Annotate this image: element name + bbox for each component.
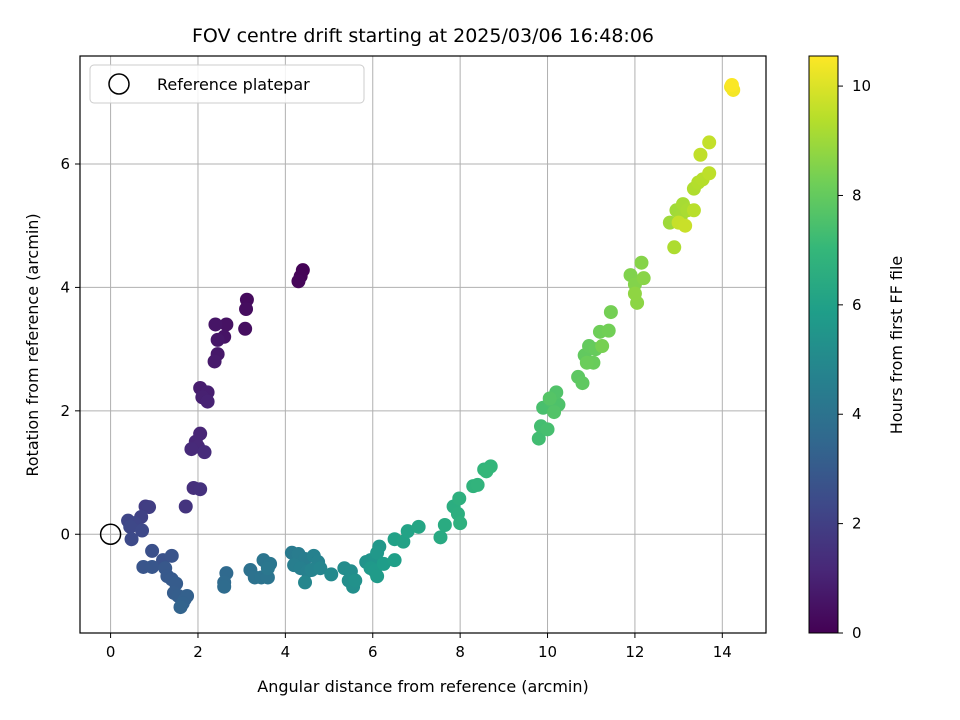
- data-point: [123, 519, 138, 534]
- colorbar: 0 2 4 6 8 10 Hours from first FF file: [808, 55, 906, 642]
- data-point: [470, 477, 485, 492]
- data-point: [667, 240, 682, 255]
- data-point: [217, 579, 232, 594]
- data-point: [313, 561, 328, 576]
- data-point: [702, 166, 717, 181]
- data-point: [208, 317, 223, 332]
- data-point: [627, 286, 642, 301]
- plot-frame: [79, 55, 767, 634]
- y-tick-label: 6: [60, 155, 70, 173]
- data-point: [210, 332, 225, 347]
- colorbar-tick-label: 4: [852, 405, 862, 423]
- data-point: [178, 499, 193, 514]
- data-point: [601, 323, 616, 338]
- data-point: [291, 274, 306, 289]
- data-point: [702, 135, 717, 150]
- data-point: [184, 442, 199, 457]
- data-point: [724, 78, 739, 93]
- x-tick-label: 4: [281, 643, 291, 661]
- colorbar-tick-label: 6: [852, 296, 862, 314]
- y-tick-label: 4: [60, 278, 70, 296]
- legend-entry-label: Reference platepar: [157, 75, 310, 94]
- colorbar-gradient: [808, 55, 839, 634]
- reference-marker: [99, 523, 122, 546]
- data-point: [124, 532, 139, 547]
- data-point: [437, 518, 452, 533]
- y-axis-label: Rotation from reference (arcmin): [23, 213, 42, 476]
- colorbar-tick-label: 2: [852, 515, 862, 533]
- data-point: [193, 482, 208, 497]
- reference-point: [99, 523, 122, 546]
- data-point: [370, 569, 385, 584]
- data-point: [200, 394, 215, 409]
- data-point: [433, 530, 448, 545]
- data-point: [686, 203, 701, 218]
- grid-lines: [80, 56, 766, 633]
- x-tick-label: 12: [625, 643, 644, 661]
- data-point: [396, 534, 411, 549]
- x-tick-label: 2: [193, 643, 203, 661]
- data-point: [479, 464, 494, 479]
- data-point: [142, 500, 157, 515]
- data-point: [145, 559, 160, 574]
- data-point: [173, 600, 188, 615]
- data-point: [348, 573, 363, 588]
- data-point: [238, 321, 253, 336]
- colorbar-tick-label: 10: [852, 77, 871, 95]
- legend: Reference platepar: [89, 64, 365, 104]
- legend-marker: [108, 73, 130, 95]
- scatter-points: [121, 78, 741, 615]
- legend-box: [89, 64, 365, 104]
- x-tick-label: 10: [538, 643, 557, 661]
- x-tick-label: 6: [368, 643, 378, 661]
- data-point: [678, 218, 693, 233]
- data-point: [603, 305, 618, 320]
- colorbar-tick-label: 0: [852, 624, 862, 642]
- data-point: [298, 575, 313, 590]
- y-axis-ticks: 0 2 4 6: [60, 155, 80, 543]
- chart-title: FOV centre drift starting at 2025/03/06 …: [192, 25, 654, 47]
- x-axis-ticks: 0 2 4 6 8 10 12 14: [106, 633, 732, 661]
- y-tick-label: 2: [60, 402, 70, 420]
- colorbar-tick-label: 8: [852, 186, 862, 204]
- x-axis-label: Angular distance from reference (arcmin): [257, 677, 588, 696]
- data-point: [197, 445, 212, 460]
- data-point: [542, 391, 557, 406]
- data-point: [219, 317, 234, 332]
- data-point: [145, 543, 160, 558]
- data-point: [636, 271, 651, 286]
- data-point: [595, 339, 610, 354]
- data-point: [547, 405, 562, 420]
- data-point: [634, 255, 649, 270]
- data-point: [452, 491, 467, 506]
- x-tick-label: 14: [713, 643, 732, 661]
- y-tick-label: 0: [60, 525, 70, 543]
- data-point: [260, 561, 275, 576]
- data-point: [324, 567, 339, 582]
- data-point: [575, 376, 590, 391]
- colorbar-label: Hours from first FF file: [887, 256, 906, 435]
- data-point: [400, 524, 415, 539]
- data-point: [387, 553, 402, 568]
- data-point: [453, 516, 468, 531]
- data-point: [540, 422, 555, 437]
- data-point: [531, 431, 546, 446]
- data-point: [370, 545, 385, 560]
- data-point: [164, 548, 179, 563]
- x-tick-label: 8: [455, 643, 465, 661]
- colorbar-ticks: 0 2 4 6 8 10: [838, 77, 871, 642]
- data-point: [693, 147, 708, 162]
- data-point: [239, 302, 254, 317]
- data-point: [411, 519, 426, 534]
- data-point: [135, 523, 150, 538]
- data-point: [207, 354, 222, 369]
- x-tick-label: 0: [106, 643, 116, 661]
- data-point: [376, 556, 391, 571]
- data-point: [579, 355, 594, 370]
